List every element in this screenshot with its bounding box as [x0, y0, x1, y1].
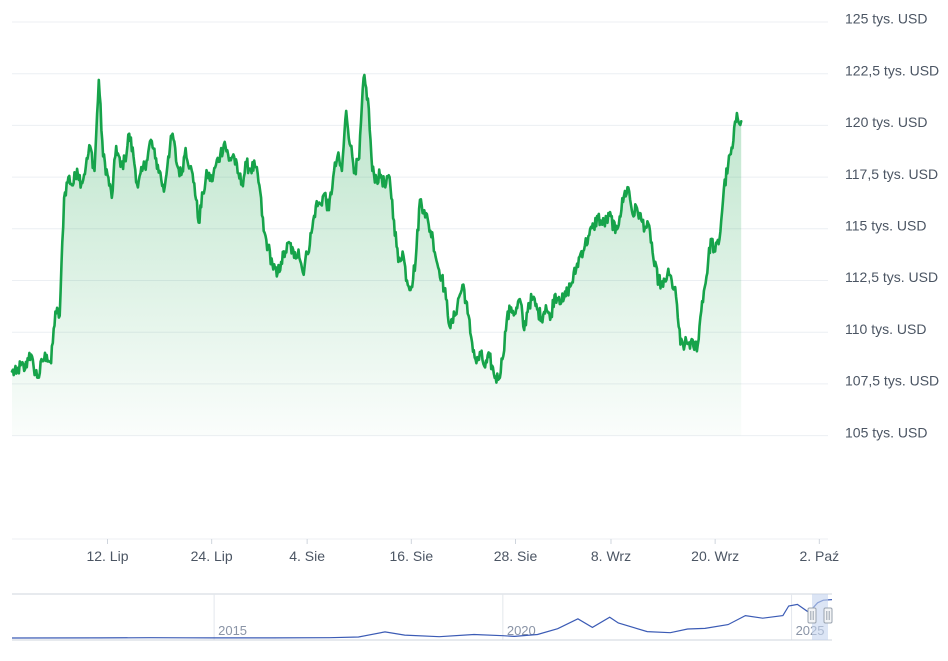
y-tick-label: 112,5 tys. USD [845, 269, 938, 285]
navigator-tick-label: 2020 [507, 623, 536, 638]
x-tick-label: 12. Lip [86, 548, 128, 564]
x-tick-label: 2. Paź [799, 548, 839, 564]
area-fill [12, 75, 742, 436]
x-tick-label: 28. Sie [494, 548, 538, 564]
y-tick-label: 115 tys. USD [845, 218, 926, 234]
y-tick-label: 107,5 tys. USD [845, 373, 939, 389]
price-area [12, 75, 742, 436]
navigator-selection[interactable] [812, 594, 828, 640]
y-tick-label: 122,5 tys. USD [845, 62, 939, 78]
navigator-left-handle[interactable] [807, 607, 817, 624]
x-tick-label: 16. Sie [390, 548, 434, 564]
navigator-right-handle[interactable] [823, 607, 833, 624]
navigator[interactable]: 2015 2020 2025 [11, 593, 833, 641]
x-tick-label: 8. Wrz [591, 548, 631, 564]
y-tick-label: 110 tys. USD [845, 321, 926, 337]
x-axis: 12. Lip 24. Lip 4. Sie 16. Sie 28. Sie 8. Wrz… [86, 539, 839, 564]
x-tick-label: 20. Wrz [691, 548, 739, 564]
y-tick-label: 120 tys. USD [845, 114, 927, 130]
price-line [10, 73, 743, 384]
navigator-tick-label: 2015 [218, 623, 247, 638]
x-tick-label: 24. Lip [191, 548, 233, 564]
navigator-line [11, 599, 833, 639]
series-line [10, 73, 743, 384]
y-axis: 105 tys. USD 107,5 tys. USD 110 tys. USD 11… [845, 11, 939, 441]
x-tick-label: 4. Sie [289, 548, 325, 564]
y-tick-label: 125 tys. USD [845, 11, 927, 27]
y-tick-label: 117,5 tys. USD [845, 166, 938, 182]
y-tick-label: 105 tys. USD [845, 424, 927, 440]
